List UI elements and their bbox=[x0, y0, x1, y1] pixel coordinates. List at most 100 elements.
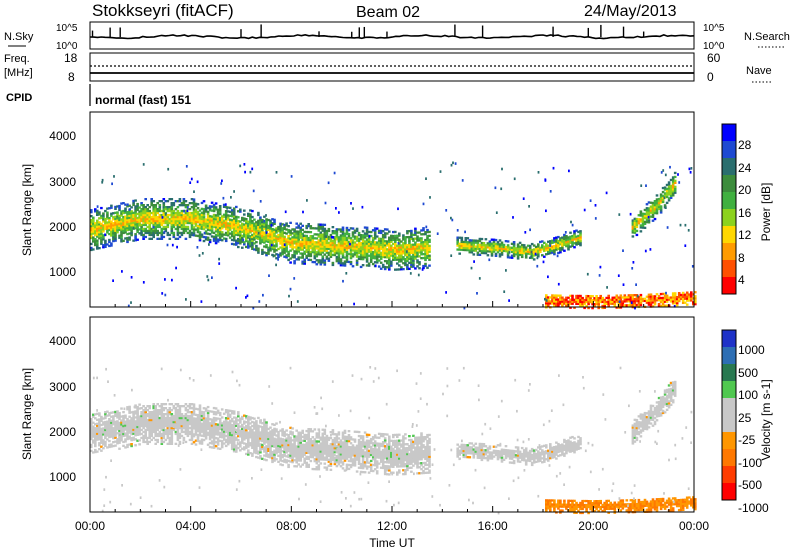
heatmap-cell bbox=[172, 217, 176, 221]
heatmap-cell bbox=[166, 420, 170, 424]
colorbar-segment bbox=[722, 260, 736, 278]
heatmap-cell bbox=[490, 242, 494, 245]
heatmap-cell bbox=[116, 205, 119, 208]
heatmap-cell bbox=[259, 433, 262, 436]
heatmap-cell bbox=[619, 304, 623, 307]
heatmap-cell bbox=[247, 226, 250, 229]
heatmap-cell bbox=[341, 226, 345, 229]
heatmap-cell bbox=[168, 217, 172, 221]
heatmap-cell bbox=[184, 209, 188, 213]
heatmap-cell bbox=[265, 449, 268, 452]
heatmap-cell bbox=[635, 229, 639, 233]
heatmap-cell bbox=[299, 228, 302, 231]
heatmap-cell bbox=[192, 208, 196, 211]
heatmap-cell bbox=[124, 440, 127, 443]
heatmap-cell bbox=[277, 430, 280, 434]
heatmap-cell bbox=[545, 304, 548, 307]
heatmap-cell bbox=[653, 295, 657, 298]
heatmap-cell bbox=[226, 224, 230, 227]
heatmap-cell bbox=[251, 221, 254, 225]
heatmap-cell bbox=[369, 240, 373, 244]
heatmap-cell bbox=[245, 231, 248, 235]
heatmap-cell bbox=[124, 217, 127, 220]
heatmap-cell bbox=[130, 423, 133, 426]
heatmap-cell bbox=[196, 230, 200, 234]
heatmap-cell bbox=[263, 237, 266, 240]
heatmap-cell bbox=[148, 227, 151, 231]
heatmap-cell bbox=[160, 424, 164, 428]
heatmap-cell bbox=[182, 229, 186, 233]
heatmap-cell bbox=[345, 236, 349, 240]
heatmap-cell bbox=[202, 438, 206, 442]
heatmap-cell bbox=[663, 304, 667, 307]
heatmap-cell bbox=[390, 264, 393, 267]
heatmap-cell bbox=[383, 267, 387, 271]
heatmap-cell bbox=[162, 227, 166, 231]
heatmap-cell bbox=[365, 242, 369, 245]
heatmap-cell bbox=[303, 242, 306, 245]
heatmap-cell bbox=[216, 212, 220, 215]
heatmap-cell bbox=[629, 300, 633, 303]
heatmap-cell bbox=[271, 441, 274, 444]
heatmap-cell bbox=[116, 442, 119, 445]
heatmap-cell bbox=[607, 302, 610, 305]
heatmap-cell bbox=[273, 246, 276, 249]
heatmap-cell bbox=[381, 236, 385, 239]
heatmap-cell bbox=[170, 221, 174, 225]
heatmap-cell bbox=[228, 232, 232, 235]
heatmap-cell bbox=[661, 198, 665, 202]
heatmap-cell bbox=[371, 247, 375, 250]
heatmap-cell bbox=[210, 223, 214, 226]
heatmap-cell bbox=[226, 207, 228, 210]
heatmap-cell bbox=[249, 243, 252, 246]
heatmap-cell bbox=[198, 440, 202, 443]
heatmap-cell bbox=[414, 267, 417, 270]
heatmap-cell bbox=[166, 424, 170, 428]
heatmap-cell bbox=[120, 437, 123, 440]
heatmap-cell bbox=[309, 246, 313, 250]
heatmap-cell bbox=[162, 221, 166, 225]
heatmap-cell bbox=[241, 218, 244, 222]
heatmap-cell bbox=[339, 242, 343, 245]
heatmap-cell bbox=[239, 417, 242, 420]
heatmap-cell bbox=[502, 249, 506, 252]
heatmap-cell bbox=[222, 428, 226, 431]
heatmap-cell bbox=[112, 232, 115, 235]
heatmap-cell bbox=[245, 233, 248, 237]
heatmap-cell bbox=[239, 236, 242, 239]
heatmap-cell bbox=[150, 229, 153, 233]
heatmap-cell bbox=[267, 238, 270, 241]
heatmap-cell bbox=[267, 236, 270, 239]
heatmap-cell bbox=[285, 244, 288, 247]
heatmap-cell bbox=[530, 252, 534, 256]
heatmap-cell bbox=[124, 434, 127, 437]
heatmap-cell bbox=[140, 416, 143, 420]
heatmap-cell bbox=[90, 435, 93, 439]
heatmap-cell bbox=[671, 296, 675, 299]
heatmap-cell bbox=[564, 231, 567, 234]
heatmap-cell bbox=[92, 429, 95, 432]
heatmap-cell bbox=[220, 446, 224, 449]
heatmap-cell bbox=[541, 244, 544, 247]
heatmap-cell bbox=[253, 437, 256, 440]
heatmap-cell bbox=[232, 412, 236, 415]
heatmap-cell bbox=[651, 215, 655, 218]
heatmap-cell bbox=[651, 205, 655, 209]
heatmap-cell bbox=[607, 296, 610, 299]
heatmap-cell bbox=[228, 413, 232, 416]
heatmap-cell bbox=[253, 218, 256, 221]
heatmap-cell bbox=[275, 442, 278, 445]
heatmap-cell bbox=[208, 229, 212, 232]
heatmap-cell bbox=[216, 224, 220, 227]
heatmap-cell bbox=[239, 425, 242, 428]
heatmap-cell bbox=[90, 431, 93, 435]
heatmap-cell bbox=[156, 411, 159, 414]
heatmap-cell bbox=[490, 246, 494, 249]
heatmap-cell bbox=[116, 225, 119, 228]
heatmap-cell bbox=[112, 236, 115, 239]
heatmap-cell bbox=[402, 256, 405, 259]
heatmap-cell bbox=[202, 421, 206, 424]
heatmap-cell bbox=[375, 253, 379, 256]
heatmap-cell bbox=[317, 247, 321, 250]
heatmap-cell bbox=[104, 436, 107, 440]
